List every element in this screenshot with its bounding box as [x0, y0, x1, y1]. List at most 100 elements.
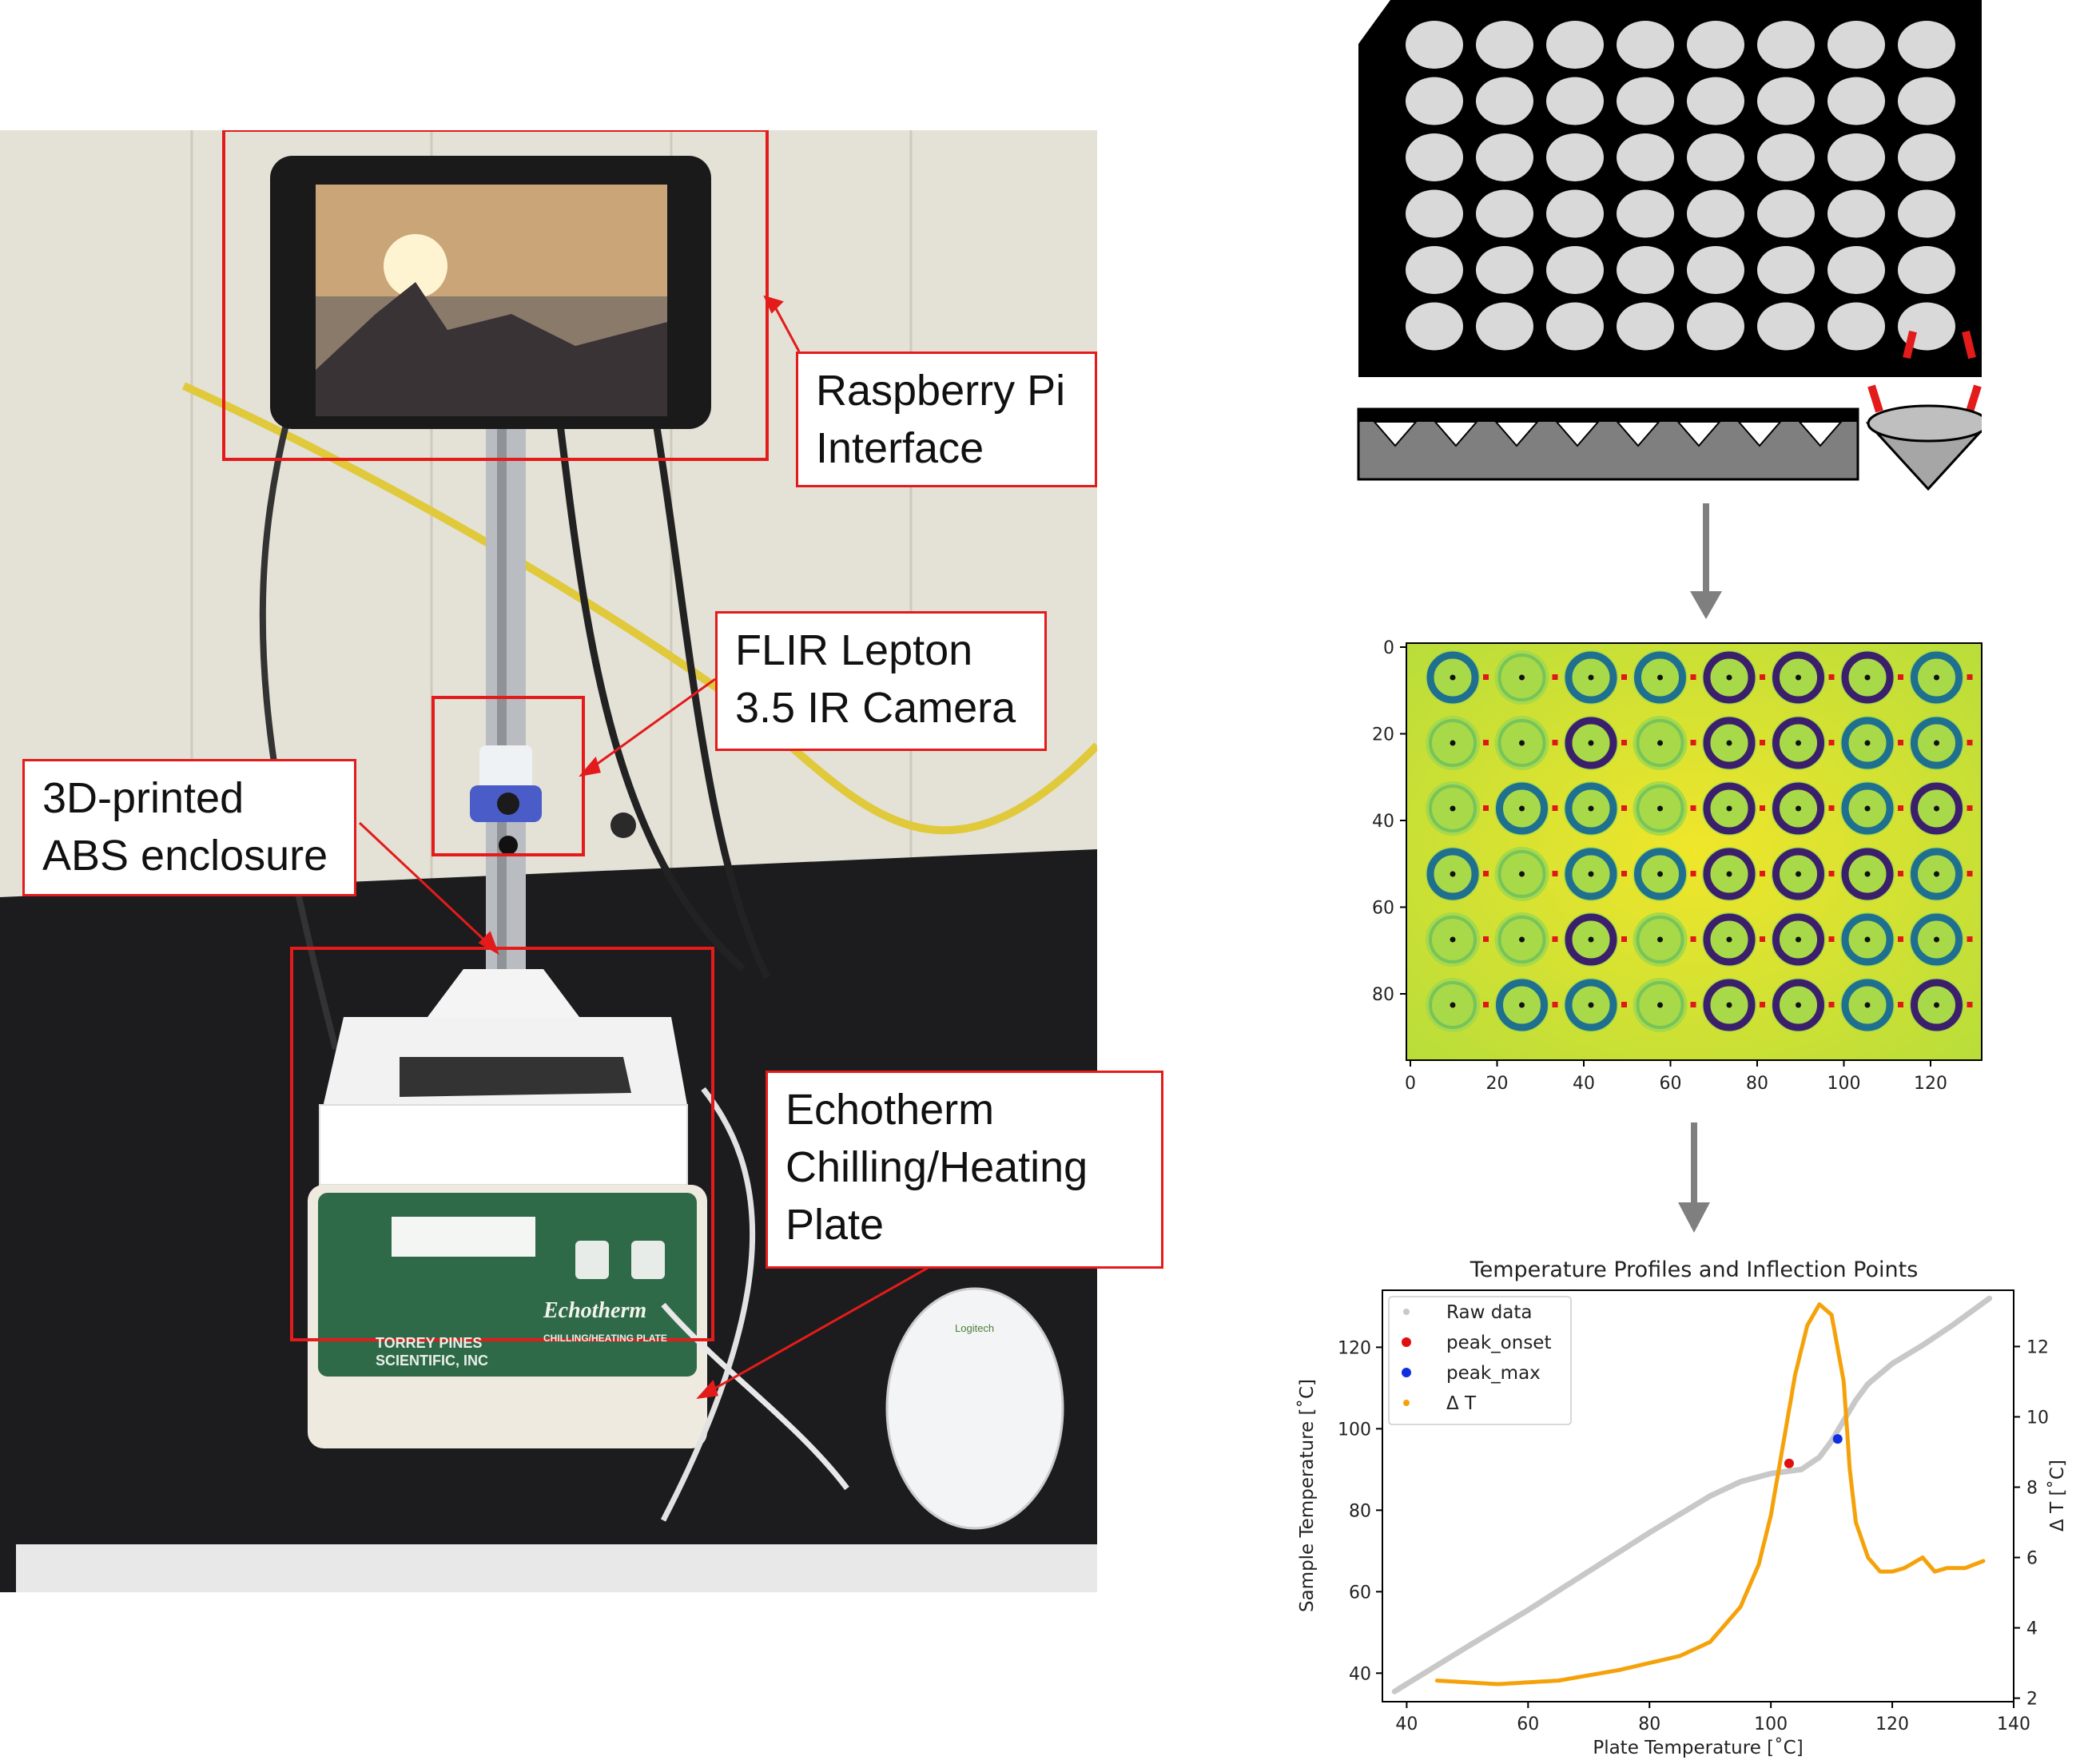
well [1687, 189, 1744, 238]
well [1617, 189, 1674, 238]
grid-marker [1690, 871, 1696, 876]
well [1757, 133, 1815, 181]
well [1406, 302, 1463, 351]
grid-marker [1760, 674, 1765, 680]
well [1827, 21, 1885, 69]
well [1546, 77, 1604, 125]
heat-well-ring [1426, 651, 1479, 704]
legend-marker-raw [1403, 1309, 1410, 1315]
well [1898, 77, 1955, 125]
grid-marker [1898, 936, 1903, 942]
well [1757, 77, 1815, 125]
well [1827, 189, 1885, 238]
grid-marker [1967, 805, 1973, 811]
heat-well-ring [1429, 785, 1477, 832]
heat-well-ring [1636, 981, 1684, 1029]
well [1898, 246, 1955, 294]
heat-well-ring [1565, 782, 1617, 835]
peak-onset-point [1784, 1458, 1794, 1468]
heat-well-ring [1565, 848, 1617, 900]
grid-marker [1898, 871, 1903, 876]
y-axis-ticks: 40 60 80 100 120 [1338, 1338, 1382, 1684]
grid-marker [1690, 674, 1696, 680]
well-center-dot [1934, 871, 1939, 877]
x-tick-label: 120 [1875, 1714, 1909, 1734]
well-cone [1433, 421, 1479, 447]
grid-marker [1621, 1002, 1627, 1007]
callout-raspberry-pi: Raspberry Pi Interface [796, 352, 1097, 487]
well [1757, 21, 1815, 69]
well-center-dot [1519, 1002, 1525, 1008]
legend-label-raw: Raw data [1446, 1302, 1533, 1323]
heat-well-ring [1703, 979, 1756, 1031]
grid-marker [1828, 740, 1835, 745]
grid-marker [1898, 740, 1903, 745]
heat-well-ring [1703, 913, 1756, 966]
x-tick-label: 80 [1638, 1714, 1660, 1734]
well-grid [1406, 21, 1955, 351]
grid-marker [1483, 1002, 1489, 1007]
heat-well-ring [1634, 651, 1686, 704]
well-center-dot [1657, 1002, 1663, 1008]
grid-marker [1760, 1002, 1765, 1007]
y2-tick-label: 4 [2026, 1619, 2038, 1639]
well-center-dot [1657, 674, 1663, 681]
well-center-dot [1519, 871, 1525, 877]
setup-photo [0, 130, 1097, 1592]
heat-well-ring [1703, 782, 1756, 835]
well [1687, 246, 1744, 294]
well [1617, 302, 1674, 351]
well [1687, 77, 1744, 125]
device-brand-label: TORREY PINES SCIENTIFIC, INC [376, 1335, 489, 1369]
well-cone [1554, 421, 1601, 447]
grid-marker [1483, 740, 1489, 745]
well-center-dot [1934, 805, 1939, 812]
heat-well-ring [1841, 782, 1894, 835]
heat-well-ring [1565, 979, 1617, 1031]
grid-marker [1483, 674, 1489, 680]
well-center-dot [1519, 805, 1525, 812]
well [1406, 21, 1463, 69]
well-center-dot [1726, 805, 1732, 812]
well [1476, 133, 1533, 181]
legend-label-onset: peak_onset [1446, 1333, 1551, 1353]
well-center-dot [1657, 871, 1663, 877]
heat-well-ring [1565, 717, 1617, 769]
heat-well-ring [1634, 848, 1686, 900]
well [1546, 246, 1604, 294]
heat-well-ring [1911, 979, 1963, 1031]
grid-marker [1621, 936, 1627, 942]
well [1757, 302, 1815, 351]
well-center-dot [1588, 1002, 1594, 1008]
grid-marker [1898, 1002, 1903, 1007]
y-tick-label: 120 [1338, 1338, 1371, 1358]
well-center-dot [1864, 871, 1871, 877]
well-center-dot [1519, 674, 1525, 681]
grid-marker [1552, 936, 1558, 942]
x-tick-label: 40 [1395, 1714, 1418, 1734]
heat-well-ring [1911, 717, 1963, 769]
well-center-dot [1796, 674, 1801, 681]
well-center-dot [1588, 740, 1594, 746]
well-cone [1736, 421, 1783, 447]
grid-marker [1967, 1002, 1973, 1007]
heat-well-ring [1565, 913, 1617, 966]
grid-marker [1760, 740, 1765, 745]
heat-well-ring [1636, 785, 1684, 832]
x-tick-label: 100 [1754, 1714, 1788, 1734]
well-center-dot [1726, 674, 1732, 681]
well-cone [1493, 421, 1540, 447]
well-center-dot [1450, 740, 1456, 746]
heat-well-ring [1841, 717, 1894, 769]
heat-well-ring [1911, 651, 1963, 704]
well-center-dot [1864, 1002, 1871, 1008]
heat-well-ring [1429, 719, 1477, 767]
well-center-dot [1934, 674, 1939, 681]
heat-well-ring [1496, 782, 1548, 835]
well-plate-diagram [1357, 0, 1982, 491]
well-center-dot [1934, 1002, 1939, 1008]
delta-t-series [1434, 1302, 1986, 1687]
well-cone [1797, 421, 1843, 447]
well [1476, 189, 1533, 238]
x-tick-label: 0 [1405, 1074, 1416, 1094]
